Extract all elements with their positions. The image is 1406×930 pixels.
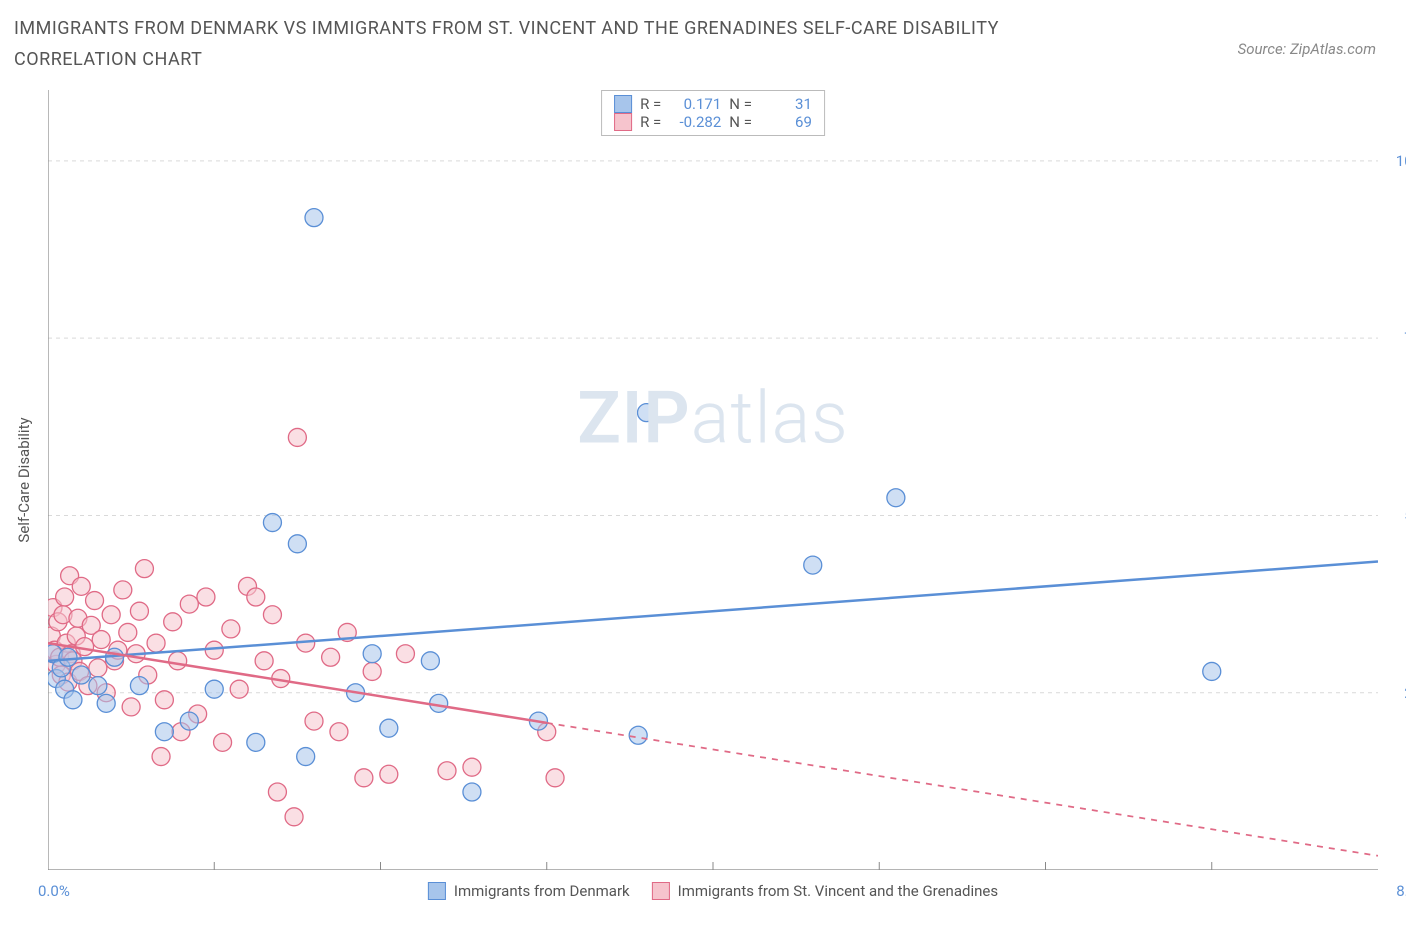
correlation-legend: R = 0.171 N = 31 R = -0.282 N = 69 [601,90,825,136]
series-name-svg: Immigrants from St. Vincent and the Gren… [678,882,998,900]
n-label: N = [729,95,752,113]
swatch-denmark [428,882,446,900]
n-value-denmark: 31 [760,95,812,113]
r-label: R = [640,113,661,131]
y-tick-label: 10.0% [1396,152,1406,170]
x-end-label: 8.0% [1396,882,1406,900]
r-value-svg: -0.282 [669,113,721,131]
legend-row-denmark: R = 0.171 N = 31 [614,95,812,113]
legend-row-svg: R = -0.282 N = 69 [614,113,812,131]
r-value-denmark: 0.171 [669,95,721,113]
source-attribution: Source: ZipAtlas.com [1238,14,1376,58]
scatter-plot [48,90,1378,870]
series-name-denmark: Immigrants from Denmark [454,882,630,900]
chart-container: Self-Care Disability ZIPatlas R = 0.171 … [48,90,1378,870]
legend-item-svg: Immigrants from St. Vincent and the Gren… [652,882,998,900]
swatch-svg [652,882,670,900]
r-label: R = [640,95,661,113]
series-legend: Immigrants from Denmark Immigrants from … [428,882,998,900]
swatch-denmark [614,95,632,113]
y-axis-label: Self-Care Disability [15,417,33,542]
x-origin-label: 0.0% [38,882,70,900]
n-value-svg: 69 [760,113,812,131]
swatch-svg [614,113,632,131]
n-label: N = [729,113,752,131]
chart-title: IMMIGRANTS FROM DENMARK VS IMMIGRANTS FR… [14,14,1114,75]
legend-item-denmark: Immigrants from Denmark [428,882,630,900]
